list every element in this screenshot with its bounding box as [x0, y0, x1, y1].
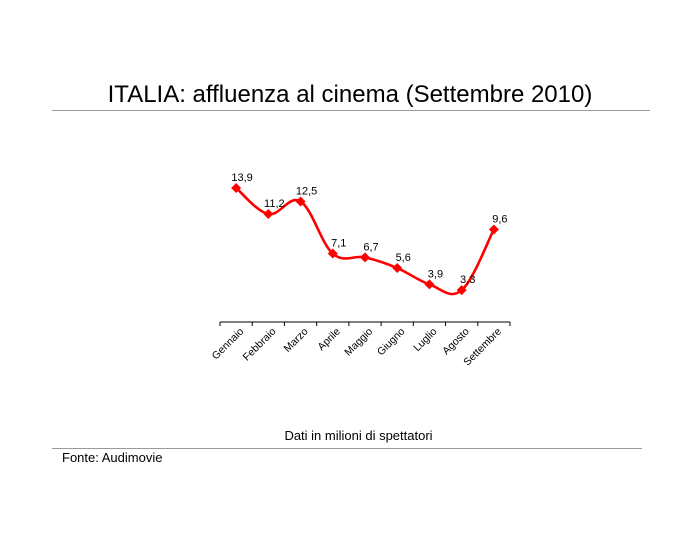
- data-label: 7,1: [331, 238, 346, 250]
- x-tick-label: Gennaio: [210, 326, 247, 363]
- x-tick-label: Aprile: [315, 326, 343, 354]
- x-tick-label: Febbraio: [241, 326, 279, 364]
- footer-divider: [52, 448, 642, 449]
- data-point-marker: [392, 263, 403, 274]
- data-markers: [231, 183, 499, 296]
- data-label: 13,9: [231, 172, 252, 184]
- x-tick-label: Maggio: [342, 326, 375, 359]
- data-label: 3,9: [428, 268, 443, 280]
- data-label: 3,3: [460, 274, 475, 286]
- chart-subtitle: Dati in milioni di spettatori: [284, 428, 433, 443]
- data-point-marker: [488, 224, 499, 235]
- data-label: 12,5: [296, 185, 317, 197]
- data-label: 11,2: [264, 198, 285, 210]
- data-label: 5,6: [396, 252, 411, 264]
- x-axis: [219, 321, 511, 326]
- data-point-marker: [231, 183, 242, 193]
- data-point-marker: [424, 279, 435, 290]
- data-label: 6,7: [363, 241, 378, 253]
- x-tick-label: Giugno: [375, 326, 408, 359]
- data-labels: 13,9 11,2 12,5 7,1 6,7 5,6 3,9 3,3 9,6: [231, 172, 507, 286]
- x-tick-label: Agosto: [440, 326, 472, 358]
- title-divider: [52, 110, 650, 111]
- data-point-marker: [263, 209, 274, 220]
- x-tick-label: Marzo: [282, 326, 311, 355]
- chart-title: ITALIA: affluenza al cinema (Settembre 2…: [107, 81, 593, 108]
- data-point-marker: [456, 285, 467, 296]
- data-point-marker: [327, 248, 338, 259]
- data-point-marker: [360, 252, 370, 263]
- x-tick-label: Luglio: [411, 326, 439, 354]
- source-note: Fonte: Audimovie: [62, 450, 163, 465]
- data-label: 9,6: [492, 213, 507, 225]
- data-point-marker: [295, 196, 306, 207]
